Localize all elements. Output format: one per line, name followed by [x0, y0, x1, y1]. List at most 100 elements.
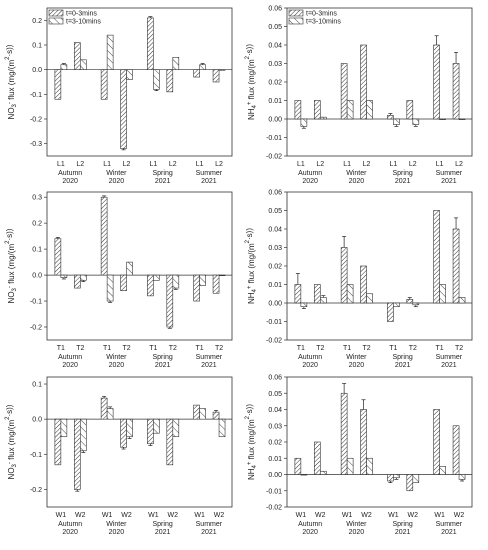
x-tick-label: T1 — [57, 345, 65, 352]
group-label-year: 2021 — [395, 529, 411, 536]
y-axis-label-part: 4 — [252, 104, 258, 108]
x-tick-label: T2 — [215, 345, 223, 352]
group-label-season: Spring — [153, 354, 173, 361]
y-tick-label: 0.03 — [268, 245, 282, 252]
chart-panel-no3-T: 0.3 0.2 0.1 0.0 -0.1 -0.2 NO3- flux (mg/(m2·s)… — [5, 191, 233, 369]
group-label-season: Autumn — [298, 354, 322, 361]
bar-late — [412, 118, 420, 125]
plot-frame — [46, 7, 233, 157]
group-label-year: 2021 — [201, 362, 217, 369]
bar-late — [199, 408, 206, 420]
bar-late — [80, 59, 87, 70]
x-tick-label: L2 — [123, 161, 131, 168]
y-axis-label-part: 2 — [245, 239, 251, 243]
x-tick-label: L2 — [76, 161, 84, 168]
group-label-season: Spring — [393, 521, 413, 528]
group-label-season: Autumn — [58, 170, 82, 177]
x-tick-label: T2 — [169, 345, 177, 352]
y-tick-label: 0.06 — [268, 6, 282, 13]
group-label-year: 2021 — [201, 178, 217, 185]
bar-early — [147, 17, 154, 70]
y-tick-label: 0.0 — [32, 417, 42, 424]
legend-label: t=0-3mins — [66, 11, 97, 18]
bar-early — [340, 63, 348, 120]
bar-early — [406, 100, 414, 120]
group-label-season: Spring — [393, 354, 413, 361]
y-axis-label-part: NO — [7, 467, 16, 479]
y-tick-label: 0.05 — [268, 208, 282, 215]
y-tick-label: 0.03 — [268, 423, 282, 430]
bar-late — [106, 408, 114, 420]
y-axis-label-part: 2 — [245, 415, 251, 419]
bar-late — [218, 69, 226, 71]
y-axis-label-part: NH — [247, 468, 256, 480]
bar-late — [458, 118, 466, 120]
legend-label: t=3-10mins — [306, 19, 341, 26]
x-tick-label: W2 — [454, 512, 465, 519]
group-label-year: 2021 — [441, 178, 457, 185]
bar-late — [366, 100, 373, 120]
bar-early — [100, 196, 108, 276]
chart-panel-nh4-W: 0.06 0.05 0.04 0.03 0.02 0.01 0.00 -0.01 -0.02 NH… — [245, 375, 473, 536]
y-tick-label: 0.04 — [268, 407, 282, 414]
bar-early — [212, 274, 220, 294]
y-tick-label: 0.02 — [268, 80, 282, 87]
bar-late — [346, 284, 354, 304]
bar-late — [172, 418, 180, 438]
y-axis-label-part: ·s)) — [245, 404, 254, 416]
y-axis-label-part: - — [7, 462, 13, 464]
y-tick-label: -0.2 — [30, 487, 42, 494]
group-label-season: Winter — [106, 354, 127, 361]
bar-late — [218, 418, 226, 438]
bar-late — [126, 69, 133, 80]
y-tick-label: 0.1 — [32, 247, 42, 254]
bar-early — [147, 274, 154, 297]
plot-frame — [286, 7, 473, 157]
x-tick-label: L2 — [363, 161, 371, 168]
bar-early — [340, 392, 348, 475]
bar-early — [100, 69, 108, 100]
y-axis-label-part: flux (mg/(m — [7, 244, 16, 287]
y-tick-label: 0.2 — [32, 18, 42, 25]
y-axis-label-part: ·s)) — [5, 228, 14, 240]
group-label-year: 2020 — [302, 362, 318, 369]
group-label-year: 2020 — [302, 529, 318, 536]
bar-late — [439, 466, 446, 475]
bar-late — [319, 297, 327, 304]
y-axis-label: NH4+ flux (mg/(m2·s)) — [245, 228, 258, 304]
y-axis-label-part: NH — [247, 108, 256, 120]
y-tick-label: -0.01 — [266, 488, 282, 495]
chart-panel-nh4-T: 0.06 0.05 0.04 0.03 0.02 0.01 0.00 -0.01 -0.02 NH… — [245, 190, 473, 369]
bar-early — [193, 69, 200, 78]
legend-swatch — [288, 17, 304, 25]
bar-late — [172, 274, 180, 289]
legend-label: t=0-3mins — [306, 11, 337, 18]
bar-early — [54, 418, 62, 466]
y-axis-label-part: 2 — [5, 416, 11, 420]
bar-late — [439, 284, 446, 304]
bar-late — [412, 474, 420, 483]
group-label-season: Winter — [346, 521, 367, 528]
x-tick-label: T1 — [343, 345, 351, 352]
bar-early — [360, 44, 367, 120]
x-tick-label: W2 — [361, 512, 372, 519]
group-label-season: Summer — [196, 354, 223, 361]
x-tick-label: T1 — [389, 345, 397, 352]
y-tick-label: 0.05 — [268, 391, 282, 398]
chart-panel-no3-L: 0.2 0.1 0.0 -0.1 -0.2 -0.3 NO3- flux (mg/(m2·s… — [5, 7, 233, 185]
y-tick-label: -0.2 — [30, 117, 42, 124]
bar-early — [147, 418, 154, 445]
bar-early — [294, 457, 302, 475]
x-tick-label: W1 — [434, 512, 445, 519]
y-tick-label: -0.01 — [266, 319, 282, 326]
y-axis-label-part: flux (mg/(m — [7, 420, 16, 463]
bar-early — [100, 397, 108, 420]
x-tick-label: W1 — [194, 512, 205, 519]
y-axis-label-part: ·s)) — [245, 44, 254, 56]
group-label-season: Winter — [346, 354, 367, 361]
bar-late — [172, 57, 180, 70]
bar-late — [319, 470, 327, 475]
plot-frame — [46, 376, 233, 508]
x-tick-label: T1 — [196, 345, 204, 352]
